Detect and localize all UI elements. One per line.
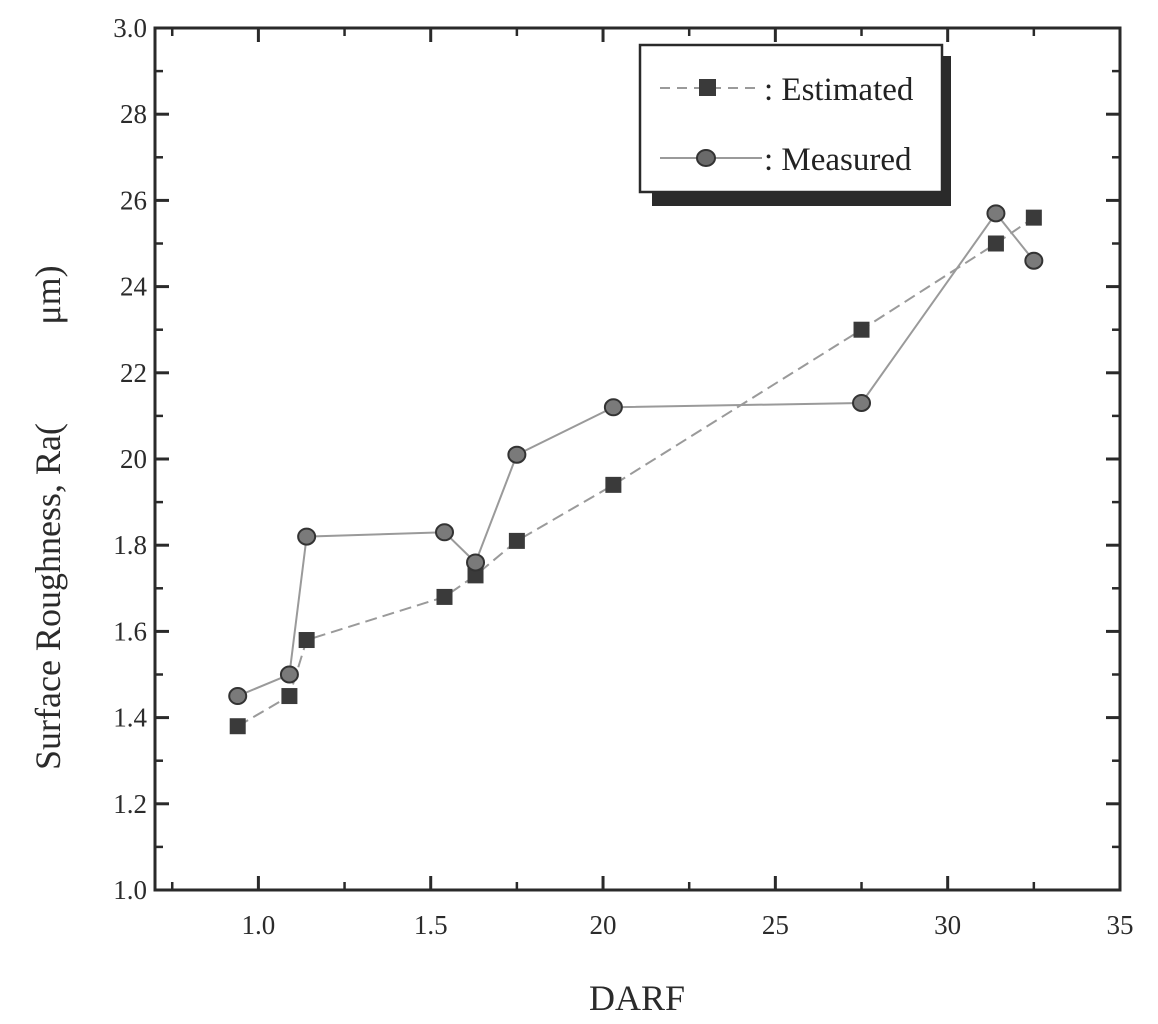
data-point-circle [297,527,317,546]
data-point-circle [1024,251,1044,270]
y-tick-label: 1.2 [113,789,147,819]
series-layer [228,204,1044,735]
y-axis-title-main: Surface Roughness, Ra( [28,423,68,770]
legend-label-estimated: : Estimated [764,72,914,108]
data-point-square [853,321,870,338]
y-tick-label: 1.8 [113,530,147,560]
data-point-circle [507,445,527,464]
x-tick-label: 1.5 [414,910,448,940]
y-tick-label: 20 [120,444,147,474]
x-axis-title: DARF [589,978,685,1018]
legend-label-measured: : Measured [764,142,912,178]
data-point-circle [852,393,872,412]
data-point-square [436,588,453,605]
data-point-square [508,532,525,549]
y-tick-label: 1.4 [113,703,147,733]
series-line [237,216,1035,728]
data-point-square [467,567,484,584]
legend-box [638,43,944,194]
x-tick-label: 20 [590,910,617,940]
data-point-circle [228,687,248,706]
y-tick-label: 22 [120,358,147,388]
axis-ticks [155,26,1122,892]
tick-labels: 1.0 1.2 1.4 1.6 1.8 20 22 24 26 28 3.0 1.0 1.5 20 25 30… [113,13,1133,940]
data-point-circle [435,523,454,542]
data-point-square [987,235,1004,252]
y-tick-label: 24 [120,272,148,302]
x-tick-label: 1.0 [242,910,276,940]
legend: : Estimated : Measured [638,43,951,206]
legend-item-measured: : Measured [660,142,912,178]
data-point-circle [466,553,486,572]
series-estimated [229,209,1042,735]
y-tick-label: 1.6 [113,616,147,646]
legend-marker-square [699,79,716,96]
x-tick-label: 30 [934,910,961,940]
data-point-square [281,688,298,705]
data-point-square [605,476,622,493]
legend-marker-circle [696,149,716,167]
data-point-square [298,632,315,649]
data-point-circle [603,398,623,417]
x-tick-label: 25 [762,910,789,940]
y-axis-title: Surface Roughness, Ra( μm) [28,265,68,770]
data-point-circle [279,665,299,684]
y-tick-label: 26 [120,185,147,215]
y-tick-label: 3.0 [113,13,147,43]
series-measured [228,204,1044,706]
data-point-square [1025,209,1042,226]
y-tick-label: 28 [120,99,147,129]
data-point-square [229,718,246,735]
x-tick-label: 35 [1107,910,1134,940]
legend-item-estimated: : Estimated [660,72,914,108]
y-tick-label: 1.0 [113,875,147,905]
series-line [237,211,1035,697]
y-axis-title-unit: μm) [28,265,68,324]
data-point-circle [986,204,1006,223]
